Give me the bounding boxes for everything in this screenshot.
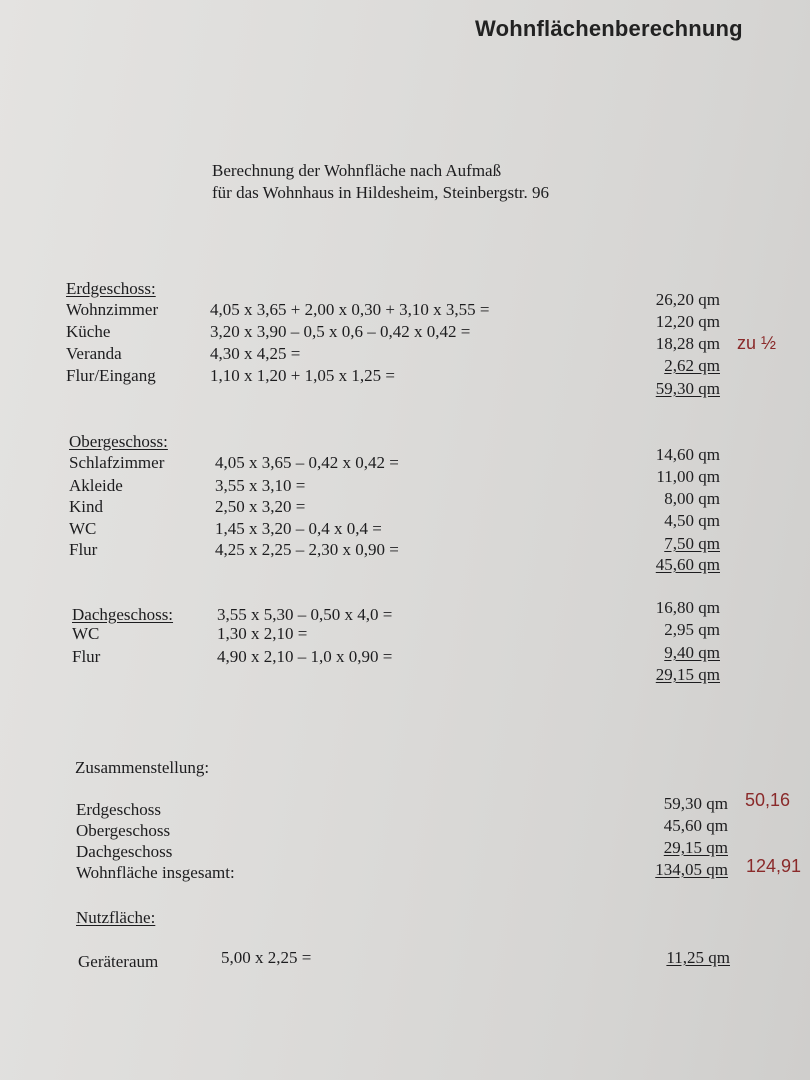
area-value: 18,28 qm (655, 334, 720, 353)
room-label: Geräteraum (78, 952, 159, 971)
formula: 5,00 x 2,25 = (221, 948, 312, 967)
room-label: Küche (66, 322, 111, 341)
nutzflaeche-header: Nutzfläche: (76, 908, 156, 927)
room-label: Kind (69, 497, 103, 516)
area-value: 12,20 qm (655, 312, 720, 331)
formula: 4,90 x 2,10 – 1,0 x 0,90 = (217, 647, 393, 666)
area-value: 9,40 qm (664, 643, 720, 662)
area-value: 2,95 qm (664, 620, 720, 639)
handwritten-note: 124,91 (746, 856, 802, 876)
formula: 4,05 x 3,65 + 2,00 x 0,30 + 3,10 x 3,55 … (210, 300, 490, 319)
room-label: WC (69, 519, 97, 538)
room-label: Schlafzimmer (69, 453, 165, 472)
section-header: Dachgeschoss: (72, 605, 174, 624)
summary-value: 59,30 qm (663, 794, 728, 813)
section-total: 59,30 qm (655, 379, 720, 398)
summary-value: 29,15 qm (663, 838, 728, 857)
area-value: 11,00 qm (656, 467, 720, 486)
summary-label: Obergeschoss (76, 821, 171, 840)
area-value: 2,62 qm (664, 356, 720, 375)
area-value: 26,20 qm (655, 290, 720, 309)
summary-header: Zusammenstellung: (75, 758, 210, 777)
formula: 1,10 x 1,20 + 1,05 x 1,25 = (210, 366, 395, 385)
subtitle-line-2: für das Wohnhaus in Hildesheim, Steinber… (212, 183, 550, 202)
formula: 4,25 x 2,25 – 2,30 x 0,90 = (215, 540, 399, 559)
formula: 3,20 x 3,90 – 0,5 x 0,6 – 0,42 x 0,42 = (210, 322, 471, 341)
room-label: Flur (72, 647, 101, 666)
room-label: Flur/Eingang (66, 366, 156, 385)
summary-value: 134,05 qm (655, 860, 728, 879)
summary-label: Dachgeschoss (76, 842, 173, 861)
summary-value: 45,60 qm (663, 816, 728, 835)
formula: 3,55 x 5,30 – 0,50 x 4,0 = (217, 605, 393, 624)
formula: 1,45 x 3,20 – 0,4 x 0,4 = (215, 519, 382, 538)
room-label: WC (72, 624, 100, 643)
section-total: 29,15 qm (655, 665, 720, 684)
room-label: Wohnzimmer (66, 300, 159, 319)
formula: 1,30 x 2,10 = (217, 624, 308, 643)
area-value: 11,25 qm (666, 948, 730, 967)
handwritten-note: zu ½ (737, 333, 777, 353)
area-value: 16,80 qm (655, 598, 720, 617)
document-title: Wohnflächenberechnung (475, 16, 743, 41)
section-header: Obergeschoss: (69, 432, 168, 451)
room-label: Flur (69, 540, 98, 559)
subtitle-line-1: Berechnung der Wohnfläche nach Aufmaß (212, 161, 502, 180)
formula: 2,50 x 3,20 = (215, 497, 306, 516)
summary-label: Erdgeschoss (76, 800, 161, 819)
formula: 3,55 x 3,10 = (215, 476, 306, 495)
formula: 4,30 x 4,25 = (210, 344, 301, 363)
area-value: 8,00 qm (664, 489, 720, 508)
area-value: 14,60 qm (655, 445, 720, 464)
section-header: Erdgeschoss: (66, 279, 156, 298)
formula: 4,05 x 3,65 – 0,42 x 0,42 = (215, 453, 399, 472)
room-label: Akleide (69, 476, 123, 495)
section-total: 45,60 qm (655, 555, 720, 574)
area-value: 7,50 qm (664, 534, 720, 553)
area-value: 4,50 qm (664, 511, 720, 530)
handwritten-note: 50,16 (745, 790, 791, 810)
summary-label: Wohnfläche insgesamt: (76, 863, 235, 882)
room-label: Veranda (66, 344, 122, 363)
